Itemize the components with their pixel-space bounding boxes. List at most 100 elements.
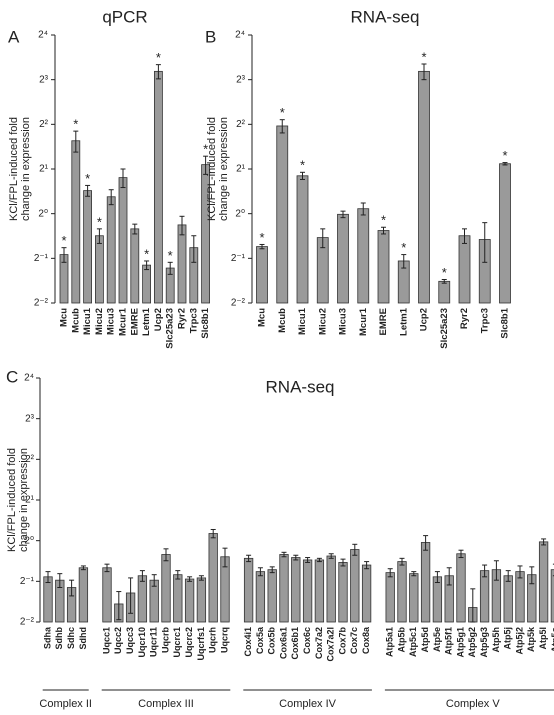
bar — [106, 196, 116, 304]
x-tick-label: Atp5g2 — [467, 627, 477, 658]
x-tick-label: Mcu — [59, 308, 70, 327]
y-tick-label: 2⁴ — [24, 373, 34, 384]
significance-mark: * — [61, 233, 66, 248]
bar — [118, 177, 128, 304]
bar — [479, 570, 490, 623]
bar — [71, 140, 81, 304]
x-tick-label: Atp5h — [491, 627, 501, 653]
group-label: Complex V — [446, 698, 500, 710]
bar — [173, 574, 183, 623]
bar — [177, 224, 187, 304]
x-tick-label: Atp5g3 — [479, 627, 489, 658]
x-tick-label: Sdha — [42, 626, 52, 649]
panel-label: B — [205, 27, 216, 46]
x-tick-label: Cox7b — [337, 627, 347, 655]
bar — [357, 208, 370, 304]
x-tick-label: Atp5c1 — [408, 627, 418, 657]
bar — [550, 569, 554, 623]
x-tick-label: Ryr2 — [177, 308, 188, 329]
x-tick-label: Micu3 — [338, 308, 349, 335]
bar — [142, 264, 152, 304]
bar — [291, 557, 301, 623]
bar — [337, 213, 349, 304]
bar — [208, 533, 218, 623]
bar — [78, 567, 89, 623]
x-tick-label: Atp5b — [396, 627, 406, 653]
x-tick-label: Sdhb — [54, 627, 64, 650]
x-tick-label: Atp5l — [538, 627, 548, 650]
x-tick-label: Cox4i1 — [243, 627, 253, 657]
bar — [243, 557, 254, 623]
bar — [338, 562, 348, 623]
y-tick-label: 2² — [25, 454, 35, 465]
bar — [302, 559, 313, 623]
bar — [361, 564, 372, 623]
panel: C RNA-seq KCl/FPL-induced fold change in ex… — [6, 367, 554, 710]
x-tick-label: Mcub — [70, 308, 81, 333]
bar — [196, 577, 207, 623]
x-tick-label: Uqcr11 — [149, 627, 159, 657]
y-tick-label: 2⁻¹ — [231, 253, 246, 264]
x-tick-label: Atp5k — [526, 626, 536, 652]
x-tick-label: Cox7c — [349, 627, 359, 654]
y-tick-label: 2¹ — [25, 495, 35, 506]
x-tick-label: EMRE — [129, 308, 140, 335]
bar — [385, 572, 395, 623]
x-tick-label: Cox5b — [267, 627, 277, 655]
x-tick-label: Atp5o — [550, 627, 554, 653]
x-tick-label: Ucp2 — [419, 308, 430, 331]
significance-mark: * — [144, 246, 149, 261]
y-tick-label: 2⁻¹ — [20, 576, 35, 587]
y-tick-label: 2³ — [25, 413, 35, 424]
y-tick-label: 2⁴ — [235, 30, 245, 41]
y-tick-label: 2⁰ — [24, 535, 34, 546]
significance-mark: * — [442, 265, 447, 280]
bar — [458, 235, 471, 304]
y-tick-label: 2⁻¹ — [34, 253, 49, 264]
bar — [377, 230, 390, 304]
significance-mark: * — [97, 214, 102, 229]
x-tick-label: Atp5f1 — [444, 627, 454, 655]
significance-mark: * — [300, 158, 305, 173]
chart-title: RNA-seq — [351, 7, 420, 26]
x-tick-label: Uqcrc2 — [184, 627, 194, 658]
x-tick-label: Slc25a23 — [439, 308, 450, 349]
x-tick-label: Atp5e — [432, 627, 442, 652]
panel-label: C — [6, 367, 18, 386]
x-tick-label: Micu3 — [106, 308, 117, 335]
significance-mark: * — [401, 240, 406, 255]
bar — [102, 567, 112, 623]
y-axis-label: KCl/FPL-induced fold — [8, 117, 20, 221]
x-tick-label: Uqcc3 — [125, 627, 135, 654]
bar — [255, 571, 266, 623]
x-tick-label: Uqcrq — [219, 627, 229, 653]
x-tick-label: Cox7a2l — [326, 627, 336, 662]
significance-mark: * — [502, 148, 507, 163]
chart-title: RNA-seq — [266, 377, 335, 396]
x-tick-label: Atp5j — [503, 627, 513, 650]
y-tick-label: 2⁻² — [34, 298, 49, 309]
y-tick-label: 2⁴ — [38, 30, 48, 41]
x-tick-label: Ucp2 — [153, 308, 164, 331]
y-axis-label: change in expression — [20, 117, 32, 221]
x-tick-label: Uqcrb — [160, 627, 170, 654]
significance-mark: * — [203, 142, 208, 157]
x-tick-label: Cox6a1 — [278, 627, 288, 659]
x-tick-label: Uqcc2 — [113, 627, 123, 654]
bar — [499, 163, 511, 304]
bar — [418, 70, 430, 304]
y-axis-label: change in expression — [218, 117, 230, 221]
x-tick-label: Micu1 — [82, 307, 93, 335]
significance-mark: * — [73, 117, 78, 132]
x-tick-label: Atp5j2 — [514, 627, 524, 655]
x-tick-label: Uqcr10 — [137, 627, 147, 658]
y-tick-label: 2⁻² — [231, 298, 246, 309]
bar — [515, 571, 525, 623]
y-tick-label: 2³ — [236, 74, 246, 85]
x-tick-label: Cox8a — [361, 626, 371, 654]
bar — [438, 280, 451, 304]
bar — [83, 190, 92, 304]
x-tick-label: Atp5g1 — [455, 627, 465, 658]
x-tick-label: Trpc3 — [188, 308, 199, 333]
